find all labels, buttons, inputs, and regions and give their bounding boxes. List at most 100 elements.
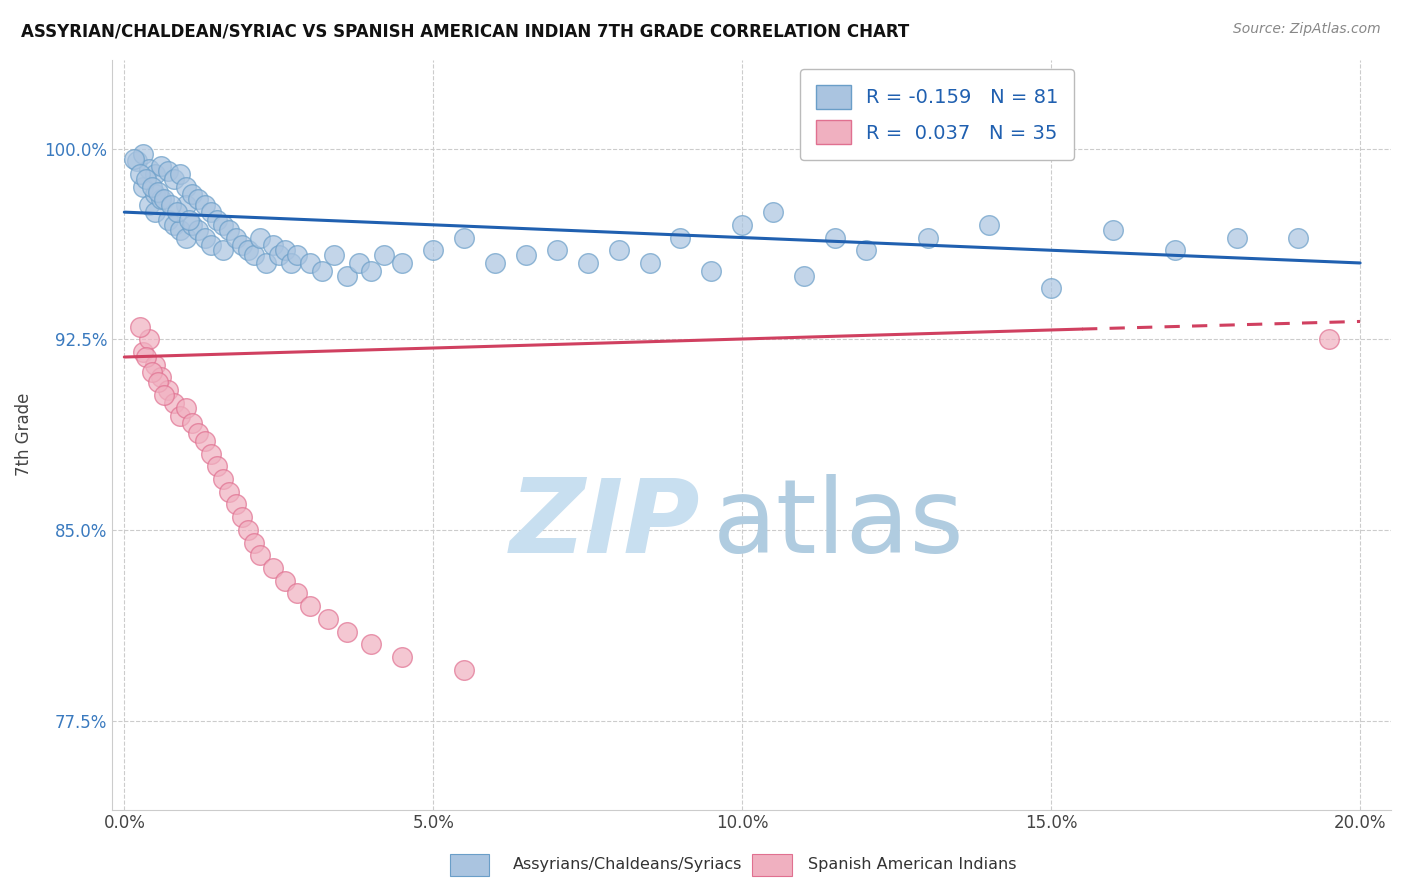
Point [336, 624, 359, 639]
Point [546, 244, 568, 258]
Point [200, 238, 222, 252]
Point [249, 549, 271, 563]
Point [1317, 332, 1340, 346]
Point [243, 248, 266, 262]
Point [1102, 223, 1125, 237]
Point [236, 523, 259, 537]
Point [187, 223, 209, 237]
Point [205, 459, 228, 474]
Point [249, 230, 271, 244]
Point [669, 230, 692, 244]
Point [1040, 281, 1063, 295]
Point [141, 365, 163, 379]
Text: ASSYRIAN/CHALDEAN/SYRIAC VS SPANISH AMERICAN INDIAN 7TH GRADE CORRELATION CHART: ASSYRIAN/CHALDEAN/SYRIAC VS SPANISH AMER… [21, 22, 910, 40]
Point [453, 663, 475, 677]
Point [143, 167, 166, 181]
Point [150, 193, 173, 207]
Point [132, 345, 155, 359]
Y-axis label: 7th Grade: 7th Grade [15, 392, 32, 476]
Point [212, 218, 235, 232]
Point [169, 409, 191, 423]
Point [236, 244, 259, 258]
Point [422, 244, 444, 258]
Point [212, 472, 235, 486]
Point [194, 434, 217, 448]
Point [163, 172, 186, 186]
Point [1286, 230, 1309, 244]
Text: Assyrians/Chaldeans/Syriacs: Assyrians/Chaldeans/Syriacs [513, 857, 742, 872]
Point [917, 230, 939, 244]
Point [700, 263, 723, 277]
Text: ZIP: ZIP [510, 474, 700, 575]
Point [187, 426, 209, 441]
Point [373, 248, 395, 262]
Point [150, 160, 173, 174]
Point [135, 172, 157, 186]
Point [169, 167, 191, 181]
Point [311, 263, 333, 277]
Point [274, 244, 297, 258]
Point [194, 197, 217, 211]
Text: atlas: atlas [713, 474, 965, 575]
Point [218, 223, 240, 237]
Point [200, 205, 222, 219]
Point [347, 256, 370, 270]
Point [360, 263, 382, 277]
Point [153, 193, 176, 207]
Point [267, 248, 290, 262]
Point [169, 223, 191, 237]
Point [148, 185, 170, 199]
Point [225, 230, 247, 244]
Point [243, 535, 266, 549]
Point [360, 637, 382, 651]
Point [731, 218, 754, 232]
Point [174, 401, 197, 415]
Point [576, 256, 599, 270]
Point [979, 218, 1001, 232]
Point [453, 230, 475, 244]
Point [200, 447, 222, 461]
Point [607, 244, 630, 258]
Point [143, 205, 166, 219]
Point [256, 256, 278, 270]
Point [174, 179, 197, 194]
Point [515, 248, 537, 262]
Point [128, 319, 150, 334]
Point [231, 238, 253, 252]
Point [141, 179, 163, 194]
Point [150, 370, 173, 384]
Point [148, 376, 170, 390]
Point [125, 154, 148, 169]
Point [174, 197, 197, 211]
Point [179, 212, 201, 227]
Point [391, 650, 413, 665]
Point [316, 612, 339, 626]
Point [391, 256, 413, 270]
Point [194, 230, 217, 244]
Point [484, 256, 506, 270]
Point [205, 212, 228, 227]
Point [128, 167, 150, 181]
Point [156, 212, 179, 227]
Point [336, 268, 359, 283]
Point [159, 197, 181, 211]
Point [138, 161, 160, 176]
Point [166, 205, 188, 219]
Point [138, 332, 160, 346]
Point [298, 599, 321, 614]
Point [181, 416, 204, 430]
Point [181, 187, 204, 202]
Point [280, 256, 302, 270]
Point [824, 230, 846, 244]
Point [135, 350, 157, 364]
Point [638, 256, 661, 270]
Point [163, 218, 186, 232]
Point [225, 498, 247, 512]
Point [143, 358, 166, 372]
Point [212, 244, 235, 258]
Point [793, 268, 815, 283]
Point [187, 193, 209, 207]
Point [181, 218, 204, 232]
Point [132, 179, 155, 194]
Point [262, 238, 284, 252]
